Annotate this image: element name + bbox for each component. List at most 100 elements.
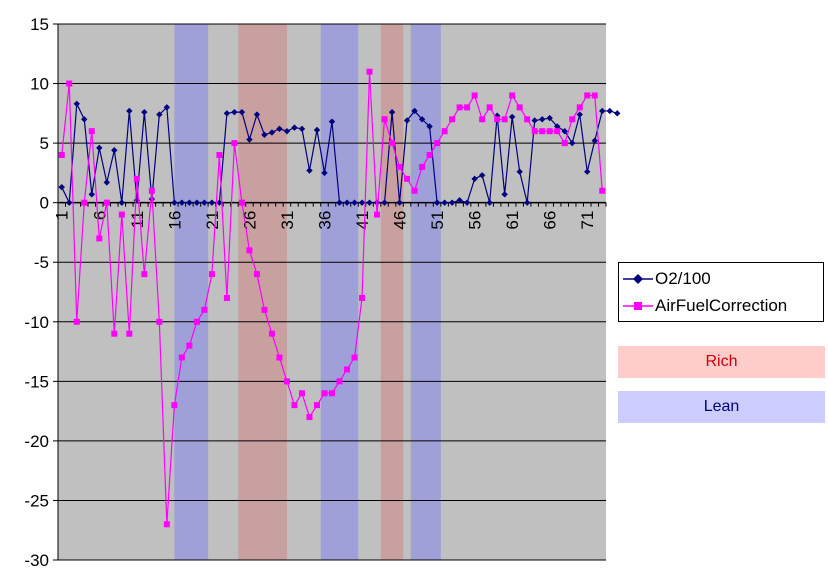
data-point-airfuelcorrection [531,128,538,135]
data-point-o2-100 [426,123,433,130]
data-point-o2-100 [523,199,531,206]
data-point-o2-100 [463,199,471,206]
data-point-airfuelcorrection [336,378,343,385]
data-point-airfuelcorrection [193,318,200,325]
rich-band [380,24,404,560]
data-point-airfuelcorrection [246,247,253,254]
data-point-o2-100 [306,167,313,174]
x-tick-label: 16 [165,211,184,230]
data-point-airfuelcorrection [441,128,448,135]
data-point-airfuelcorrection [366,68,373,75]
data-point-o2-100 [546,114,553,122]
data-point-airfuelcorrection [561,140,568,147]
x-tick-label: 61 [503,211,522,230]
data-point-airfuelcorrection [186,342,193,349]
data-point-o2-100 [343,199,351,206]
data-point-airfuelcorrection [126,330,133,337]
x-tick-label: 31 [278,211,297,230]
data-point-o2-100 [171,199,178,206]
data-point-o2-100 [554,123,561,130]
data-point-airfuelcorrection [351,354,358,361]
data-point-o2-100 [156,111,163,118]
data-point-airfuelcorrection [306,414,313,421]
data-point-airfuelcorrection [291,402,298,409]
data-point-airfuelcorrection [73,318,80,325]
data-point-o2-100 [456,197,463,204]
data-point-airfuelcorrection [313,402,320,409]
data-point-o2-100 [141,108,148,116]
data-point-airfuelcorrection [449,116,456,123]
x-tick-label: 51 [428,211,447,230]
lean-band [320,24,359,560]
data-point-o2-100 [201,199,208,206]
data-point-o2-100 [321,169,328,177]
data-point-o2-100 [508,113,516,121]
data-point-airfuelcorrection [344,366,351,373]
data-point-airfuelcorrection [321,390,328,397]
data-point-airfuelcorrection [276,354,283,361]
data-point-o2-100 [599,107,606,115]
y-tick-label: 5 [40,134,49,153]
data-point-o2-100 [238,108,246,116]
data-point-o2-100 [298,125,306,133]
data-point-o2-100 [561,128,568,135]
data-point-o2-100 [501,191,508,198]
legend-entry-afc: AirFuelCorrection [619,293,823,319]
data-point-airfuelcorrection [494,116,501,123]
data-point-o2-100 [193,199,201,206]
data-point-airfuelcorrection [231,140,238,147]
data-point-o2-100 [531,117,538,124]
data-point-airfuelcorrection [329,390,335,397]
x-tick-label: 1 [53,211,72,220]
data-point-airfuelcorrection [464,104,471,111]
x-tick-label: 36 [315,211,334,230]
data-point-o2-100 [351,199,358,206]
data-point-airfuelcorrection [88,128,95,135]
band-layer [174,24,441,560]
data-point-o2-100 [223,110,231,117]
data-point-airfuelcorrection [268,330,275,337]
data-point-airfuelcorrection [509,92,516,99]
data-point-o2-100 [126,107,133,115]
y-tick-label: -25 [24,491,49,510]
data-point-airfuelcorrection [261,306,268,313]
x-tick-label: 11 [128,211,147,229]
data-point-airfuelcorrection [111,330,118,337]
data-point-airfuelcorrection [118,211,125,218]
y-tick-label: 0 [40,194,49,213]
data-point-airfuelcorrection [171,402,178,409]
data-point-o2-100 [441,199,448,206]
data-point-o2-100 [283,128,291,135]
data-point-o2-100 [313,126,321,134]
data-point-o2-100 [216,199,223,206]
data-point-airfuelcorrection [156,318,163,325]
data-point-airfuelcorrection [471,92,478,99]
data-point-o2-100 [471,175,478,183]
data-point-o2-100 [208,199,216,206]
data-point-airfuelcorrection [283,378,290,385]
data-point-o2-100 [591,137,598,144]
data-point-airfuelcorrection [359,294,366,301]
data-point-airfuelcorrection [486,104,493,111]
data-point-airfuelcorrection [396,163,403,170]
data-point-airfuelcorrection [253,271,260,278]
data-point-o2-100 [418,116,426,123]
data-point-o2-100 [584,168,591,175]
data-point-airfuelcorrection [103,199,110,206]
data-point-o2-100 [291,124,298,131]
y-tick-label: -20 [24,432,49,451]
data-point-o2-100 [576,111,583,118]
x-tick-label: 56 [466,211,485,230]
data-point-o2-100 [381,199,388,206]
data-point-airfuelcorrection [66,80,73,87]
x-tick-label: 46 [391,211,410,230]
data-point-o2-100 [268,129,276,136]
legend: O2/100 AirFuelCorrection [618,262,824,322]
data-point-airfuelcorrection [434,140,441,147]
data-point-o2-100 [118,199,126,206]
data-point-airfuelcorrection [584,92,591,99]
data-point-airfuelcorrection [381,116,388,123]
data-point-airfuelcorrection [374,211,381,218]
data-point-airfuelcorrection [569,116,576,123]
